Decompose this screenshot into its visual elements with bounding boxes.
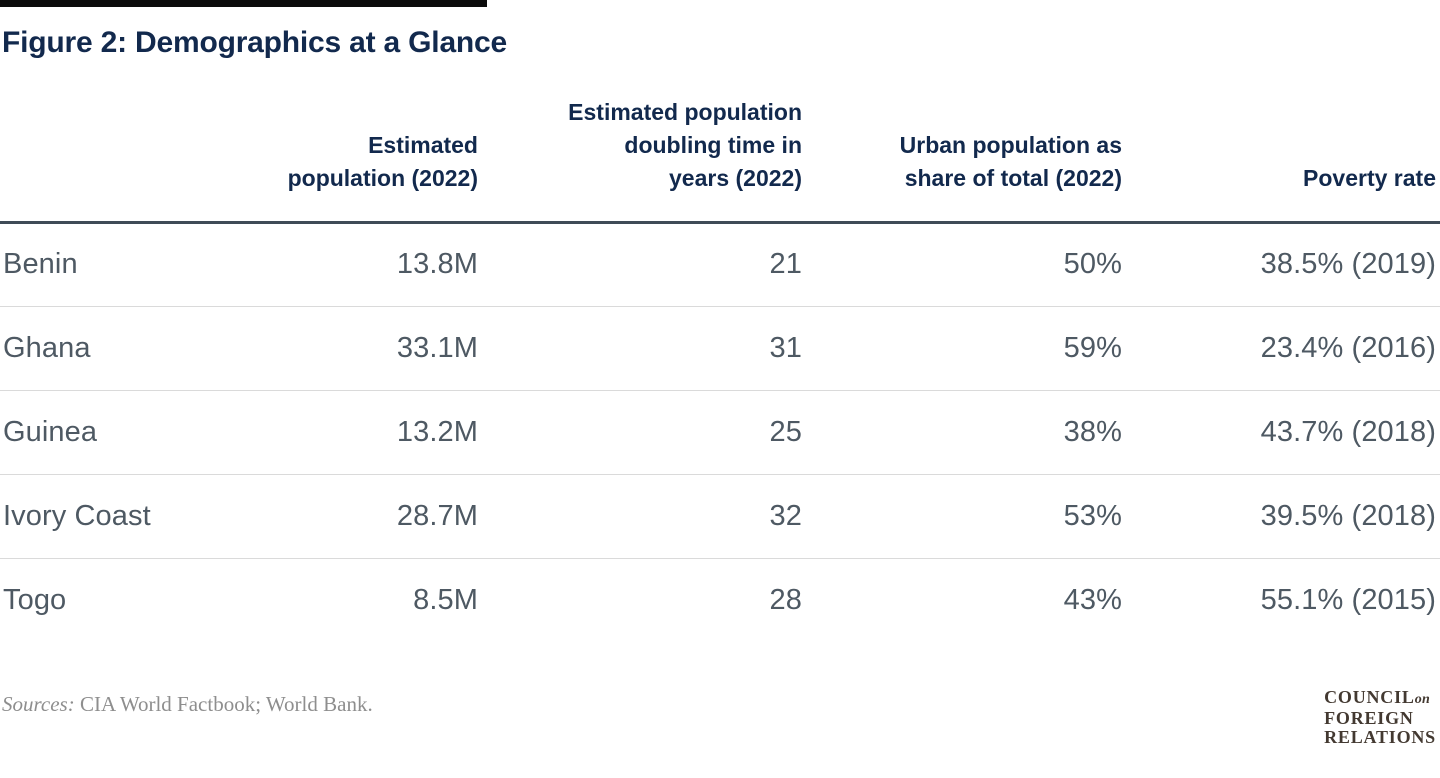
urban-share-value: 50% (802, 222, 1122, 307)
urban-share-value: 38% (802, 390, 1122, 475)
cfr-logo: COUNCILon FOREIGN RELATIONS (1324, 688, 1436, 747)
country-label: Guinea (0, 390, 175, 475)
doubling-time-value: 21 (478, 222, 802, 307)
column-header-population: Estimated population (2022) (175, 95, 478, 224)
cfr-logo-on: on (1414, 692, 1431, 707)
doubling-time-value: 25 (478, 390, 802, 475)
column-header-poverty-rate: Poverty rate (1122, 95, 1440, 224)
figure-title: Figure 2: Demographics at a Glance (2, 26, 508, 59)
country-label: Ivory Coast (0, 474, 175, 559)
cfr-logo-line3: RELATIONS (1324, 727, 1436, 747)
doubling-time-value: 32 (478, 474, 802, 559)
population-value: 28.7M (175, 474, 478, 559)
figure-top-rule (0, 0, 487, 7)
population-value: 13.2M (175, 390, 478, 475)
urban-share-value: 43% (1063, 583, 1122, 616)
urban-share-value: 59% (802, 306, 1122, 391)
cfr-logo-line1: COUNCILon (1324, 687, 1431, 708)
country-label: Togo (3, 583, 67, 616)
table-row: Guinea 13.2M 25 38% 43.7% (2018) (0, 390, 1440, 475)
sources-label: Sources: (2, 692, 75, 716)
column-header-doubling-time: Estimated population doubling time in ye… (478, 95, 802, 224)
doubling-time-value: 31 (478, 306, 802, 391)
poverty-rate-value: 55.1% (2015) (1260, 583, 1436, 616)
urban-share-value: 53% (802, 474, 1122, 559)
country-label: Benin (0, 222, 175, 307)
figure-footer: Sources: CIA World Factbook; World Bank.… (0, 688, 1440, 747)
country-label: Ghana (0, 306, 175, 391)
poverty-rate-value: 39.5% (2018) (1122, 474, 1440, 559)
sources-text: CIA World Factbook; World Bank. (74, 692, 373, 716)
poverty-rate-value: 38.5% (2019) (1122, 222, 1440, 307)
table-row: Ghana 33.1M 31 59% 23.4% (2016) (0, 306, 1440, 391)
poverty-rate-value: 23.4% (2016) (1122, 306, 1440, 391)
doubling-time-value: 28 (769, 583, 802, 616)
table-row: Ivory Coast 28.7M 32 53% 39.5% (2018) (0, 474, 1440, 559)
table-row: Togo 8.5M 28 43% 55.1% (2015) (0, 558, 1440, 642)
population-value: 33.1M (175, 306, 478, 391)
cfr-logo-line2: FOREIGN (1324, 708, 1414, 728)
column-header-urban-share: Urban population as share of total (2022… (802, 95, 1122, 224)
population-value: 8.5M (413, 583, 478, 616)
table-header-row: Estimated population (2022) Estimated po… (0, 95, 1440, 224)
demographics-table: Estimated population (2022) Estimated po… (0, 95, 1440, 643)
population-value: 13.8M (175, 222, 478, 307)
poverty-rate-value: 43.7% (2018) (1122, 390, 1440, 475)
sources-note: Sources: CIA World Factbook; World Bank. (2, 688, 373, 717)
table-row: Benin 13.8M 21 50% 38.5% (2019) (0, 222, 1440, 307)
column-header-country (0, 95, 175, 224)
